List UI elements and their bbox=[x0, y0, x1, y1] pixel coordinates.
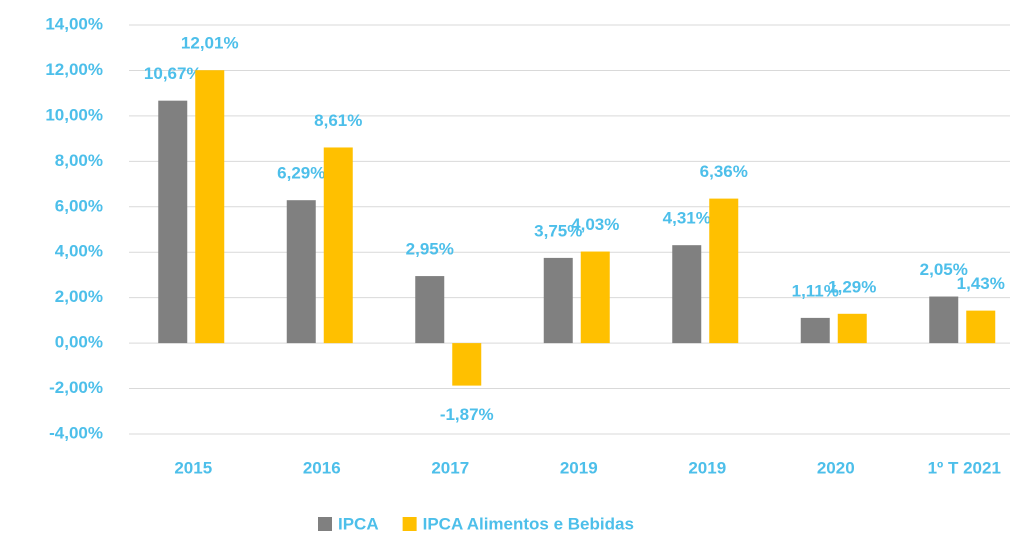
data-label: 4,03% bbox=[571, 215, 619, 234]
y-tick-label: 6,00% bbox=[55, 196, 103, 215]
bar bbox=[580, 251, 610, 344]
data-label: 12,01% bbox=[181, 34, 239, 53]
bar bbox=[415, 276, 445, 344]
data-label: 6,29% bbox=[277, 164, 325, 183]
y-tick-label: -2,00% bbox=[49, 378, 103, 397]
y-tick-label: 0,00% bbox=[55, 333, 103, 352]
x-tick-label: 2019 bbox=[560, 458, 598, 477]
y-tick-label: 12,00% bbox=[45, 60, 103, 79]
bar bbox=[452, 343, 482, 386]
legend-swatch bbox=[318, 517, 332, 531]
bar bbox=[543, 257, 573, 344]
data-label: 2,95% bbox=[406, 240, 454, 259]
y-tick-label: 10,00% bbox=[45, 105, 103, 124]
bar bbox=[195, 70, 225, 344]
bar bbox=[800, 317, 830, 344]
data-label: -1,87% bbox=[440, 405, 494, 424]
x-tick-label: 2019 bbox=[688, 458, 726, 477]
bar bbox=[837, 313, 867, 344]
bar bbox=[158, 100, 188, 344]
y-tick-label: 2,00% bbox=[55, 287, 103, 306]
bar bbox=[323, 147, 353, 344]
y-tick-label: 8,00% bbox=[55, 151, 103, 170]
bar bbox=[672, 245, 702, 344]
data-label: 3,75% bbox=[534, 221, 582, 240]
data-label: 2,05% bbox=[920, 260, 968, 279]
y-tick-label: 4,00% bbox=[55, 242, 103, 261]
x-tick-label: 2020 bbox=[817, 458, 855, 477]
data-label: 10,67% bbox=[144, 64, 202, 83]
bar bbox=[286, 200, 316, 344]
data-label: 1,43% bbox=[957, 274, 1005, 293]
legend-swatch bbox=[402, 517, 417, 531]
x-tick-label: 2016 bbox=[303, 458, 341, 477]
y-tick-label: 14,00% bbox=[45, 14, 103, 33]
data-label: 1,11% bbox=[792, 281, 839, 300]
data-label: 8,61% bbox=[314, 111, 362, 130]
x-tick-label: 2017 bbox=[431, 458, 469, 477]
x-tick-label: 1º T 2021 bbox=[928, 458, 1001, 477]
bar bbox=[966, 310, 996, 344]
bar bbox=[929, 296, 959, 344]
data-label: 4,31% bbox=[663, 209, 711, 228]
data-label: 6,36% bbox=[700, 162, 748, 181]
y-tick-label: -4,00% bbox=[49, 423, 103, 442]
data-label: 1,29% bbox=[828, 277, 876, 296]
legend-label: IPCA Alimentos e Bebidas bbox=[423, 514, 634, 533]
bar bbox=[709, 198, 739, 344]
legend-label: IPCA bbox=[338, 514, 379, 533]
x-tick-label: 2015 bbox=[174, 458, 212, 477]
